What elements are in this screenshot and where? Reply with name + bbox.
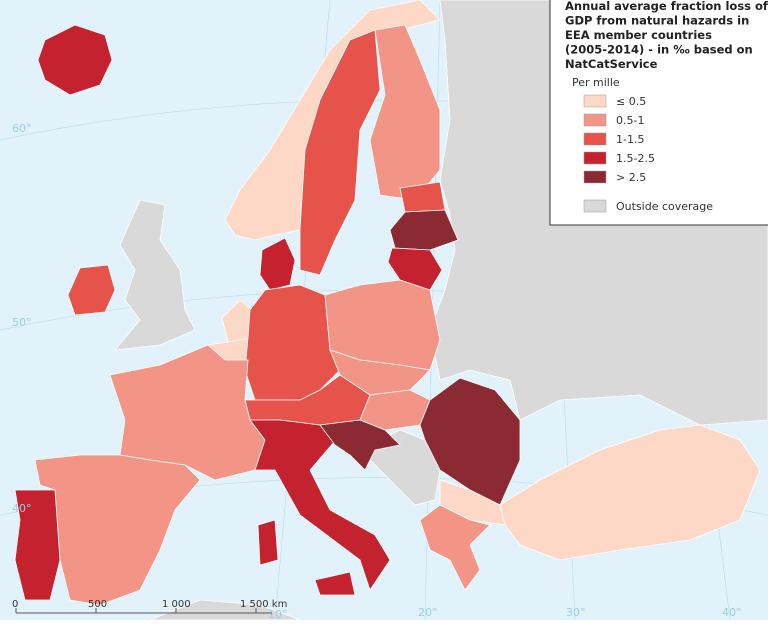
legend-title: EEA member countries [565, 28, 712, 42]
uk [114, 199, 196, 351]
scale-bar: 0 500 1 000 1 500 km [12, 599, 287, 614]
legend-title: GDP from natural hazards in [565, 14, 749, 28]
scale-label: 1 500 km [240, 599, 287, 610]
graticule-label: 60° [12, 122, 32, 135]
legend-title: Annual average fraction loss of [565, 0, 768, 13]
sardinia [257, 519, 279, 566]
turkey [499, 424, 761, 561]
graticule-label: 10° [268, 608, 288, 620]
legend-heading: Per mille [572, 76, 620, 89]
scale-label: 0 [12, 599, 18, 610]
legend-box [549, 0, 768, 226]
sweden [299, 29, 381, 276]
graticule-label: 30° [566, 606, 586, 619]
graticule-label: 50° [12, 316, 32, 329]
legend-title: NatCatService [565, 57, 658, 71]
legend-swatch [583, 113, 607, 127]
romania [419, 377, 521, 506]
legend-label: 1-1.5 [616, 133, 644, 146]
denmark [259, 237, 296, 291]
legend-swatch [583, 132, 607, 146]
legend-swatch [583, 94, 607, 108]
legend-label: ≤ 0.5 [616, 95, 646, 108]
graticule-label: 20° [418, 606, 438, 619]
legend-swatch [583, 199, 607, 213]
slovenia-croatia [319, 419, 401, 471]
greece [419, 504, 491, 591]
ireland [67, 264, 116, 316]
scale-label: 500 [88, 599, 107, 610]
sicily [314, 571, 356, 596]
graticule-label: 40° [12, 502, 32, 515]
legend-label: > 2.5 [616, 171, 646, 184]
legend-label: 0.5-1 [616, 114, 644, 127]
iceland [37, 24, 113, 96]
legend-label: Outside coverage [616, 200, 713, 213]
legend-swatch [583, 170, 607, 184]
legend-title: (2005-2014) - in ‰ based on [565, 43, 753, 57]
graticule-label: 40° [722, 606, 742, 619]
portugal [14, 489, 61, 601]
legend-swatch [583, 151, 607, 165]
legend-label: 1.5-2.5 [616, 152, 655, 165]
scale-label: 1 000 [162, 599, 191, 610]
